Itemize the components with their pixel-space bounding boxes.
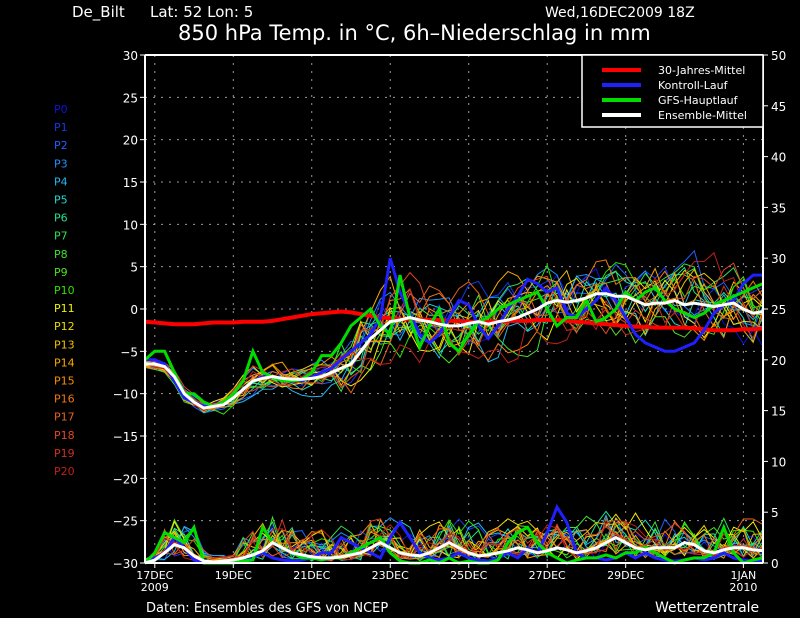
member-label: P3 [54, 157, 68, 170]
member-label: P15 [54, 375, 75, 388]
member-label: P16 [54, 393, 75, 406]
member-label: P17 [54, 411, 75, 424]
y-right-tick-label: 50 [771, 49, 786, 63]
x-tick-year-label: 2010 [729, 581, 757, 594]
main-series-lines [143, 257, 764, 565]
member-temp-line [144, 266, 764, 414]
y-right-tick-label: 20 [771, 354, 786, 368]
y-left-tick-label: −10 [113, 388, 138, 402]
station-label: De_Bilt [72, 3, 125, 22]
member-label: P1 [54, 121, 68, 134]
x-tick-label: 21DEC [293, 569, 330, 582]
y-left-tick-label: 25 [123, 91, 138, 105]
y-left-tick-label: −20 [113, 472, 138, 486]
member-label: P9 [54, 266, 68, 279]
y-right-tick-label: 15 [771, 405, 786, 419]
data-source: Daten: Ensembles des GFS von NCEP [146, 601, 388, 616]
member-label: P10 [54, 284, 75, 297]
temp-line-ensemble-mittel [145, 292, 764, 410]
member-precip-line [144, 522, 764, 564]
x-tick-label: 1JAN [730, 569, 756, 582]
member-label: P11 [54, 302, 75, 315]
location-label: Lat: 52 Lon: 5 [150, 3, 253, 21]
y-left-tick-label: −15 [113, 430, 138, 444]
y-right-tick-label: 45 [771, 100, 786, 114]
brand-label: Wetterzentrale [655, 600, 759, 616]
temp-line-gfs-hauptlauf [144, 274, 764, 409]
run-label: Wed,16DEC2009 18Z [545, 5, 695, 21]
member-temp-line [144, 275, 764, 410]
y-left-tick-label: 10 [123, 218, 138, 232]
member-label: P8 [54, 248, 68, 261]
ensemble-member-lines [144, 249, 764, 564]
member-label: P6 [54, 212, 68, 225]
member-label: P18 [54, 429, 75, 442]
y-left-tick-label: 30 [123, 49, 138, 63]
member-legend: P0 P1 P2 P3 P4 P5 P6 P7 P8 P9 P10 P11 P12 P13 P14 P15 P1… [54, 103, 75, 478]
y-left-tick-label: −5 [120, 345, 138, 359]
legend: 30-Jahres-Mittel Kontroll-Lauf GFS-Hauptla… [581, 54, 764, 128]
y-right-tick-label: 25 [771, 303, 786, 317]
legend-label: 30-Jahres-Mittel [658, 64, 745, 77]
x-tick-label: 23DEC [372, 569, 409, 582]
y-right-tick-label: 0 [771, 557, 779, 571]
y-right-tick-label: 10 [771, 455, 786, 469]
legend-label: Ensemble-Mittel [658, 109, 747, 122]
y-right-tick-label: 5 [771, 506, 779, 520]
member-label: P7 [54, 230, 68, 243]
x-tick-label: 29DEC [607, 569, 644, 582]
axes: 302520151050−5−10−15−20−25−3050454035302… [113, 49, 787, 594]
y-right-tick-label: 40 [771, 151, 786, 165]
legend-label: GFS-Hauptlauf [658, 94, 739, 107]
member-temp-line [144, 285, 764, 408]
member-label: P14 [54, 356, 75, 369]
member-label: P0 [54, 103, 68, 116]
y-left-tick-label: 20 [123, 134, 138, 148]
member-label: P2 [54, 139, 68, 152]
x-tick-label: 19DEC [215, 569, 252, 582]
member-label: P5 [54, 194, 68, 207]
y-left-tick-label: 15 [123, 176, 138, 190]
y-left-tick-label: 5 [130, 261, 138, 275]
x-tick-label: 25DEC [450, 569, 487, 582]
member-label: P12 [54, 320, 75, 333]
member-label: P19 [54, 447, 75, 460]
member-label: P4 [54, 175, 68, 188]
member-label: P20 [54, 465, 75, 478]
precip-line-gfs-hauptlauf [143, 523, 764, 565]
member-temp-line [144, 259, 764, 409]
y-right-tick-label: 30 [771, 252, 786, 266]
chart-title: 850 hPa Temp. in °C, 6h–Niederschlag in … [178, 21, 651, 45]
member-label: P13 [54, 338, 75, 351]
x-tick-label: 27DEC [529, 569, 566, 582]
legend-label: Kontroll-Lauf [658, 79, 729, 92]
y-left-tick-label: −30 [113, 557, 138, 571]
x-tick-year-label: 2009 [141, 581, 169, 594]
member-precip-line [144, 519, 764, 563]
x-tick-label: 17DEC [136, 569, 173, 582]
precip-line-ensemble-mittel [144, 535, 764, 565]
y-left-tick-label: −25 [113, 515, 138, 529]
y-left-tick-label: 0 [130, 303, 138, 317]
member-temp-line [144, 261, 764, 415]
temp-line-30-jahres-mittel [144, 309, 764, 333]
y-right-tick-label: 35 [771, 201, 786, 215]
